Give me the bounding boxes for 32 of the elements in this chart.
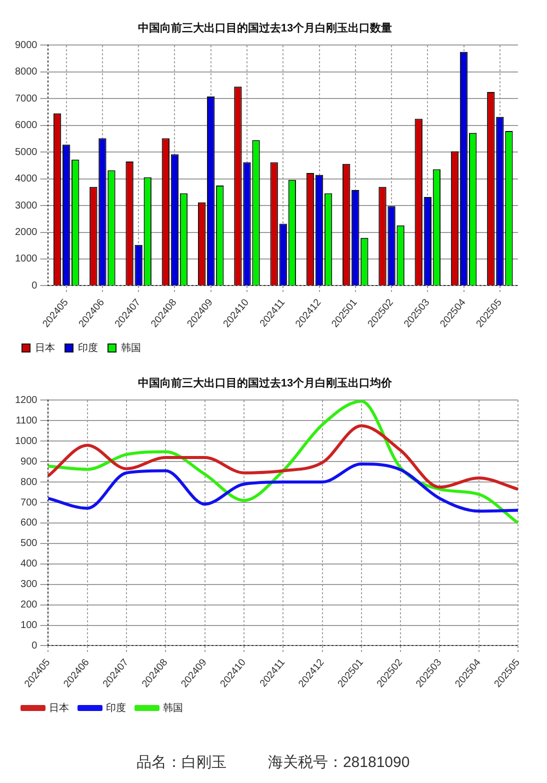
legend-label: 日本 bbox=[49, 702, 69, 714]
y-tick-label: 3000 bbox=[14, 200, 38, 212]
y-tick-label: 7000 bbox=[14, 93, 38, 104]
y-tick-label: 0 bbox=[32, 280, 38, 292]
y-tick-label: 1100 bbox=[16, 415, 38, 426]
y-tick-label: 1000 bbox=[14, 436, 38, 447]
y-tick-label: 400 bbox=[20, 558, 38, 570]
y-tick-label: 500 bbox=[20, 538, 38, 550]
y-tick-label: 100 bbox=[20, 620, 38, 632]
y-tick-label: 1000 bbox=[14, 254, 38, 265]
legend-label: 印度 bbox=[78, 342, 98, 354]
text: 品名：白刚玉 海关税号：28181090 bbox=[135, 753, 411, 772]
legend-label: 韩国 bbox=[163, 702, 183, 714]
y-tick-label: 8000 bbox=[14, 66, 38, 78]
y-tick-label: 0 bbox=[32, 640, 38, 652]
chart-title: 中国向前三大出口目的国过去13个月白刚玉出口数量 bbox=[138, 22, 392, 35]
y-tick-label: 2000 bbox=[14, 227, 38, 238]
y-tick-label: 200 bbox=[20, 600, 38, 611]
y-tick-label: 1200 bbox=[14, 394, 38, 406]
y-tick-label: 600 bbox=[20, 518, 38, 529]
y-tick-label: 900 bbox=[20, 456, 38, 468]
y-tick-label: 800 bbox=[20, 476, 38, 488]
y-tick-label: 9000 bbox=[14, 40, 38, 51]
chart-title: 中国向前三大出口目的国过去13个月白刚玉出口均价 bbox=[138, 376, 394, 390]
legend-label: 韩国 bbox=[121, 342, 141, 354]
y-tick-label: 700 bbox=[20, 497, 38, 508]
y-tick-label: 300 bbox=[20, 579, 38, 590]
y-tick-label: 5000 bbox=[14, 146, 38, 158]
legend-label: 日本 bbox=[35, 342, 55, 354]
y-tick-label: 6000 bbox=[14, 120, 38, 132]
y-tick-label: 4000 bbox=[14, 174, 38, 185]
legend-label: 印度 bbox=[106, 702, 126, 714]
